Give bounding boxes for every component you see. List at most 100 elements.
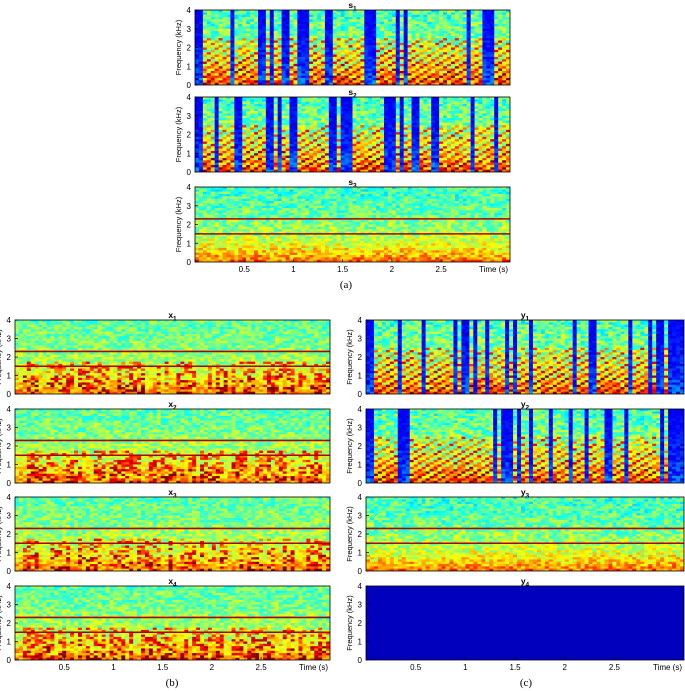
spectrogram-cell <box>340 49 345 53</box>
spectrogram-cell <box>482 129 487 133</box>
spectrogram-cell <box>403 164 408 168</box>
spectrogram-cell <box>214 143 219 147</box>
spectrogram-cell <box>415 40 420 44</box>
spectrogram-cell <box>403 24 408 27</box>
spectrogram-cell <box>399 108 405 112</box>
spectrogram-cell <box>387 143 393 147</box>
spectrogram-cell <box>498 75 503 79</box>
spectrogram-cell <box>498 38 503 41</box>
spectrogram-cell <box>348 104 353 107</box>
spectrogram-cell <box>356 33 361 37</box>
spectrogram-cell <box>407 139 412 142</box>
spectrogram-cell <box>458 146 464 149</box>
spectrogram-cell <box>348 14 353 18</box>
spectrogram-cell <box>364 70 369 74</box>
spectrogram-cell <box>317 75 322 79</box>
spectrogram-cell <box>210 47 216 51</box>
spectrogram-cell <box>250 167 255 170</box>
spectrogram-cell <box>265 104 271 107</box>
spectrogram-cell <box>328 129 334 133</box>
spectrogram-cell <box>450 108 456 112</box>
spectrogram-cell <box>439 97 444 100</box>
spectrogram-cell <box>218 77 223 81</box>
spectrogram-cell <box>321 155 326 159</box>
spectrogram-cell <box>407 134 412 138</box>
spectrogram-cell <box>454 73 460 76</box>
spectrogram-cell <box>391 143 397 147</box>
spectrogram-cell <box>218 118 223 121</box>
spectrogram-cell <box>297 122 302 126</box>
spectrogram-cell <box>427 148 432 152</box>
spectrogram-cell <box>242 125 247 128</box>
spectrogram-cell <box>332 153 338 156</box>
spectrogram-cell <box>450 56 456 60</box>
spectrogram-cell <box>277 160 282 163</box>
spectrogram-cell <box>238 148 243 152</box>
spectrogram-cell <box>407 42 412 46</box>
spectrogram-cell <box>258 134 263 138</box>
spectrogram-cell <box>443 143 448 147</box>
spectrogram-cell <box>202 162 208 166</box>
spectrogram-cell <box>324 111 330 114</box>
spectrogram-cell <box>356 68 361 72</box>
spectrogram-cell <box>470 148 475 152</box>
spectrogram-cell <box>395 141 401 145</box>
spectrogram-cell <box>482 21 487 25</box>
spectrogram-cell <box>340 122 345 126</box>
spectrogram-cell <box>423 63 428 67</box>
spectrogram-cell <box>289 108 294 112</box>
spectrogram-cell <box>265 59 271 62</box>
spectrogram-cell <box>289 120 294 124</box>
spectrogram-cell <box>352 134 357 138</box>
spectrogram-cell <box>415 66 420 69</box>
spectrogram-cell <box>427 12 432 16</box>
spectrogram-cell <box>222 127 227 131</box>
spectrogram-cell <box>462 47 468 51</box>
spectrogram-cell <box>265 38 271 41</box>
spectrogram-cell <box>254 153 259 156</box>
spectrogram-cell <box>435 56 440 60</box>
spectrogram-cell <box>368 160 373 163</box>
spectrogram-cell <box>376 134 381 138</box>
spectrogram-cell <box>210 108 216 112</box>
spectrogram-cell <box>474 108 479 112</box>
spectrogram-cell <box>498 47 503 51</box>
spectrogram-cell <box>399 63 405 67</box>
spectrogram-cell <box>301 134 306 138</box>
spectrogram-cell <box>419 47 424 51</box>
spectrogram-cell <box>313 40 318 44</box>
spectrogram-cell <box>317 26 322 30</box>
spectrogram-cell <box>494 38 499 41</box>
spectrogram-cell <box>293 75 298 79</box>
spectrogram-cell <box>336 162 342 166</box>
spectrogram-cell <box>332 47 338 51</box>
spectrogram-cell <box>352 42 357 46</box>
spectrogram-cell <box>356 77 361 81</box>
spectrogram-cell <box>380 21 385 25</box>
spectrogram-cell <box>447 82 452 85</box>
spectrogram-cell <box>498 52 503 55</box>
spectrogram-cell <box>356 99 361 103</box>
spectrogram-cell <box>364 75 369 79</box>
spectrogram-cell <box>195 31 200 34</box>
spectrogram-cell <box>198 141 204 145</box>
spectrogram-cell <box>486 169 491 172</box>
spectrogram-cell <box>226 118 231 121</box>
spectrogram-cell <box>344 21 349 25</box>
spectrogram-cell <box>478 38 483 41</box>
spectrogram-cell <box>458 66 464 69</box>
spectrogram-cell <box>222 97 227 100</box>
spectrogram-cell <box>273 167 279 170</box>
spectrogram-cell <box>289 143 294 147</box>
spectrogram-cell <box>348 59 353 62</box>
spectrogram-cell <box>305 49 310 53</box>
spectrogram-cell <box>206 118 212 121</box>
spectrogram-cell <box>344 70 349 74</box>
spectrogram-cell <box>498 45 503 48</box>
spectrogram-cell <box>195 157 200 161</box>
spectrogram-cell <box>246 77 251 81</box>
spectrogram-cell <box>269 10 275 13</box>
spectrogram-cell <box>435 99 440 103</box>
spectrogram-cell <box>364 150 369 154</box>
spectrogram-cell <box>198 97 204 100</box>
